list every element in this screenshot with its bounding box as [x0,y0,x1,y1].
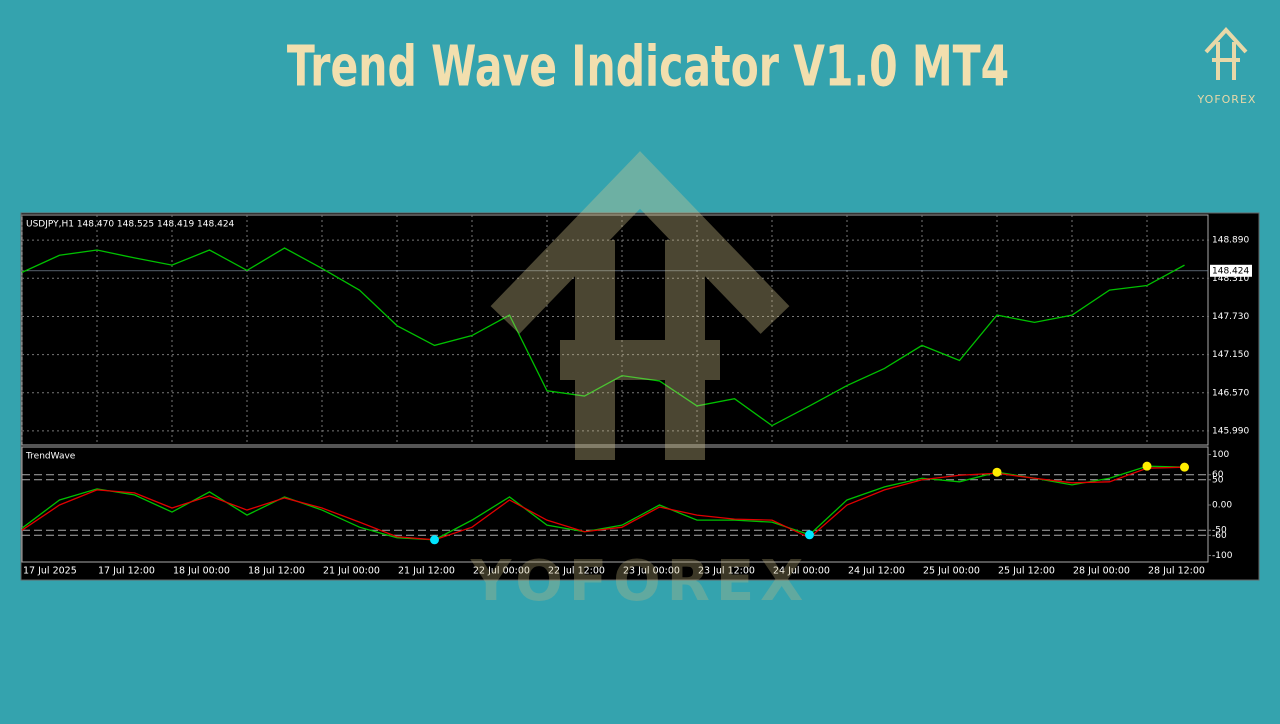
y-tick-label: 148.310 [1212,274,1249,284]
series-line [21,466,1185,541]
chart-frame [20,212,1260,581]
x-tick-label: 28 Jul 12:00 [1148,566,1205,577]
plot: USDJPY,H1 148.470 148.525 148.419 148.42… [21,215,1252,577]
series-line [21,247,1185,427]
last-price-label: 148.424 [1212,266,1249,276]
x-tick-label: 21 Jul 12:00 [398,566,455,577]
watermark-logo [490,151,790,460]
x-tick-label: 23 Jul 00:00 [623,566,680,577]
signal-dot [1142,461,1152,471]
y-tick-label: 100 [1212,450,1229,460]
page-title: Trend Wave Indicator V1.0 MT4 [287,33,1009,99]
y-tick-label: -50 [1212,526,1227,536]
y-tick-label: 145.990 [1212,426,1249,436]
signal-dot [992,467,1002,477]
indicator-panel [21,446,1209,563]
signal-dot [430,535,439,545]
x-tick-label: 18 Jul 12:00 [248,566,305,577]
y-tick-label: -100 [1212,551,1233,561]
y-tick-label: 147.730 [1212,312,1249,322]
x-tick-label: 24 Jul 00:00 [773,566,830,577]
x-tick-label: 21 Jul 00:00 [323,566,380,577]
y-tick-label: 148.890 [1212,236,1249,246]
x-tick-label: 18 Jul 00:00 [173,566,230,577]
y-tick-label: 0.00 [1212,501,1232,511]
x-tick-label: 28 Jul 00:00 [1073,566,1130,577]
logo [1204,27,1248,80]
x-tick-label: 17 Jul 12:00 [98,566,155,577]
y-tick-label: 60 [1212,470,1224,480]
panel-title: USDJPY,H1 148.470 148.525 148.419 148.42… [26,220,235,230]
x-tick-label: 22 Jul 12:00 [548,566,605,577]
x-tick-label: 22 Jul 00:00 [473,566,530,577]
signal-dot [805,530,814,540]
y-tick-label: 50 [1212,475,1224,485]
last-price-box [1210,264,1252,277]
x-tick-label: 25 Jul 00:00 [923,566,980,577]
x-tick-label: 17 Jul 2025 [23,566,77,577]
watermark: YOFOREX [470,549,810,614]
y-tick-label: 146.570 [1212,388,1249,398]
signal-dot [1180,462,1189,472]
panel-title: TrendWave [25,452,76,462]
x-tick-label: 25 Jul 12:00 [998,566,1055,577]
brand: YOFOREX [1197,93,1257,106]
y-tick-label: -60 [1212,531,1227,541]
x-tick-label: 24 Jul 12:00 [848,566,905,577]
x-tick-label: 23 Jul 12:00 [698,566,755,577]
y-tick-label: 147.150 [1212,350,1249,360]
